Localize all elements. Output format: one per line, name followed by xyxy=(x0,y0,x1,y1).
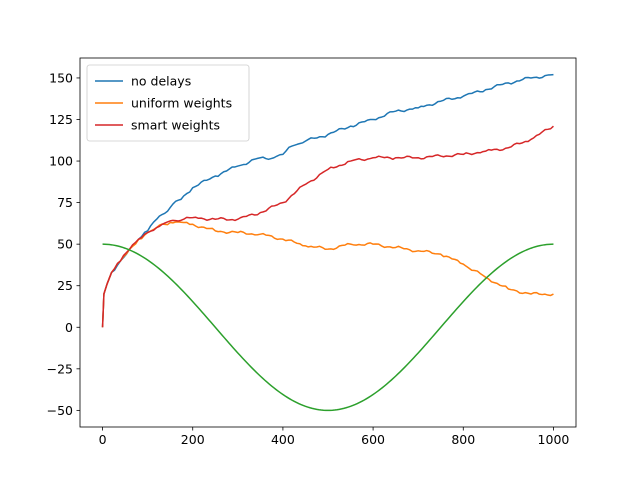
y-tick-label: 50 xyxy=(57,237,73,252)
y-tick-label: −50 xyxy=(47,403,73,418)
legend-label-smart-weights: smart weights xyxy=(131,118,220,133)
series-line-no-delays xyxy=(101,73,554,328)
legend-label-uniform-weights: uniform weights xyxy=(131,96,232,111)
y-axis: −50 −25 0 25 50 75 100 125 150 xyxy=(47,70,80,418)
x-tick-label: 0 xyxy=(99,432,107,447)
y-tick-label: 25 xyxy=(57,278,73,293)
series-line-smart-weights xyxy=(101,125,554,328)
y-tick-label: 125 xyxy=(49,112,73,127)
x-tick-label: 600 xyxy=(361,432,385,447)
x-tick-label: 800 xyxy=(451,432,475,447)
legend: no delays uniform weights smart weights xyxy=(86,64,250,142)
legend-label-no-delays: no delays xyxy=(131,74,191,89)
x-tick-label: 400 xyxy=(271,432,295,447)
y-tick-label: 0 xyxy=(65,320,73,335)
axes-frame xyxy=(79,57,577,428)
series-line-uniform-weights xyxy=(101,221,554,328)
x-axis: 0 200 400 600 800 1000 xyxy=(99,427,570,447)
y-tick-label: −25 xyxy=(47,361,73,376)
plot-area xyxy=(101,73,554,412)
y-tick-label: 150 xyxy=(49,70,73,85)
y-tick-label: 100 xyxy=(49,154,73,169)
x-tick-label: 200 xyxy=(181,432,205,447)
series-line-cosine xyxy=(102,243,554,412)
y-tick-label: 75 xyxy=(57,195,73,210)
legend-box xyxy=(86,64,250,142)
x-tick-label: 1000 xyxy=(538,432,570,447)
